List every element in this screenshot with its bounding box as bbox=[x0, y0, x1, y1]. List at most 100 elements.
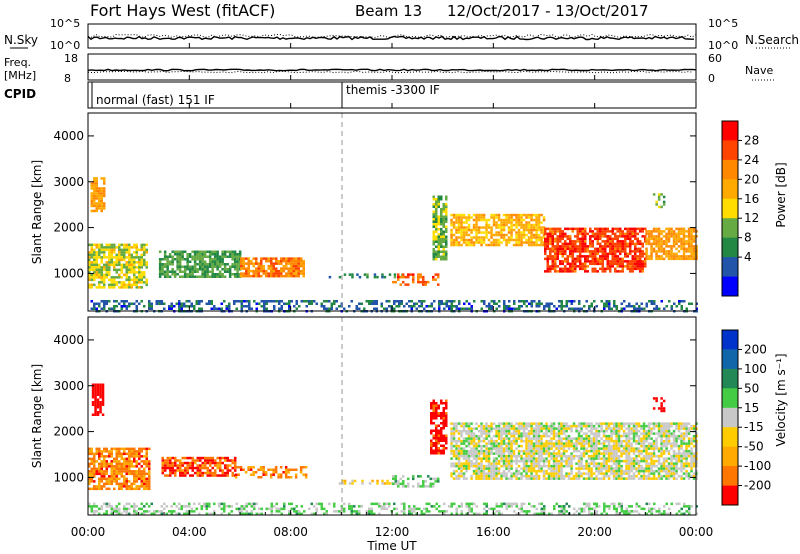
heatmap-cell bbox=[650, 300, 653, 303]
heatmap-cell bbox=[692, 227, 696, 231]
heatmap-cell bbox=[570, 444, 573, 448]
heatmap-cell bbox=[615, 429, 618, 433]
heatmap-cell bbox=[677, 235, 681, 238]
heatmap-cell bbox=[100, 286, 103, 289]
heatmap-cell bbox=[402, 475, 405, 478]
heatmap-cell bbox=[470, 474, 473, 478]
heatmap-cell bbox=[287, 262, 290, 265]
heatmap-cell bbox=[621, 260, 624, 263]
heatmap-cell bbox=[605, 302, 608, 305]
heatmap-cell bbox=[490, 429, 493, 433]
heatmap-cell bbox=[105, 455, 108, 458]
heatmap-cell bbox=[605, 434, 608, 438]
heatmap-cell bbox=[179, 466, 182, 470]
heatmap-cell bbox=[584, 245, 587, 248]
heatmap-cell bbox=[571, 265, 574, 268]
heatmap-cell bbox=[487, 447, 491, 450]
heatmap-cell bbox=[435, 218, 438, 221]
heatmap-cell bbox=[601, 260, 604, 263]
heatmap-cell bbox=[304, 466, 308, 469]
heatmap-cell bbox=[249, 468, 253, 471]
heatmap-cell bbox=[435, 203, 438, 206]
heatmap-cell bbox=[682, 250, 686, 253]
heatmap-cell bbox=[512, 238, 516, 242]
heatmap-cell bbox=[591, 232, 594, 236]
heatmap-cell bbox=[135, 480, 138, 483]
heatmap-cell bbox=[490, 236, 493, 239]
heatmap-cell bbox=[535, 243, 538, 247]
heatmap-cell bbox=[442, 437, 445, 440]
heatmap-cell bbox=[602, 477, 606, 480]
heatmap-cell bbox=[98, 465, 101, 468]
heatmap-cell bbox=[592, 444, 596, 448]
heatmap-cell bbox=[605, 305, 608, 308]
heatmap-cell bbox=[530, 452, 533, 455]
heatmap-cell bbox=[655, 245, 658, 248]
heatmap-cell bbox=[560, 302, 563, 305]
heatmap-cell bbox=[557, 444, 561, 448]
heatmap-cell bbox=[657, 255, 661, 258]
heatmap-cell bbox=[125, 268, 128, 272]
heatmap-cell bbox=[140, 266, 143, 269]
heatmap-cell bbox=[115, 467, 118, 471]
heatmap-cell bbox=[295, 267, 298, 270]
heatmap-cell bbox=[610, 469, 613, 473]
heatmap-cell bbox=[470, 449, 473, 453]
heatmap-cell bbox=[584, 262, 587, 266]
heatmap-cell bbox=[560, 300, 563, 303]
heatmap-cell bbox=[612, 462, 616, 465]
heatmap-cell bbox=[472, 447, 476, 450]
heatmap-cell bbox=[233, 258, 237, 261]
cpid-panel: CPID normal (fast) 151 IF themis -3300 I… bbox=[4, 81, 697, 109]
heatmap-cell bbox=[370, 302, 373, 305]
heatmap-cell bbox=[130, 246, 133, 249]
heatmap-cell bbox=[614, 250, 617, 253]
heatmap-cell bbox=[432, 278, 435, 281]
heatmap-cell bbox=[171, 260, 174, 263]
heatmap-cell bbox=[113, 305, 116, 308]
heatmap-cell bbox=[220, 302, 223, 305]
heatmap-cell bbox=[527, 241, 531, 244]
heatmap-cell bbox=[522, 429, 526, 433]
heatmap-cell bbox=[93, 266, 96, 269]
heatmap-cell bbox=[548, 307, 551, 310]
heatmap-cell bbox=[621, 232, 624, 236]
heatmap-cell bbox=[602, 429, 606, 433]
heatmap-cell bbox=[388, 300, 391, 303]
heatmap-cell bbox=[140, 472, 143, 476]
heatmap-cell bbox=[480, 424, 483, 428]
heatmap-cell bbox=[505, 454, 508, 458]
heatmap-cell bbox=[590, 472, 593, 475]
heatmap-cell bbox=[480, 457, 483, 460]
heatmap-cell bbox=[512, 474, 516, 478]
heatmap-cell bbox=[602, 462, 606, 465]
heatmap-cell bbox=[575, 449, 578, 453]
heatmap-cell bbox=[600, 469, 603, 473]
heatmap-cell bbox=[510, 427, 513, 430]
heatmap-cell bbox=[376, 479, 379, 483]
heatmap-cell bbox=[670, 230, 673, 233]
heatmap-cell bbox=[280, 272, 283, 275]
heatmap-cell bbox=[525, 464, 528, 468]
heatmap-cell bbox=[625, 452, 628, 455]
heatmap-cell bbox=[604, 240, 607, 243]
heatmap-cell bbox=[125, 305, 128, 308]
heatmap-cell bbox=[191, 461, 194, 465]
heatmap-cell bbox=[477, 439, 481, 443]
heatmap-cell bbox=[467, 429, 471, 433]
heatmap-cell bbox=[360, 302, 363, 305]
heatmap-cell bbox=[430, 429, 433, 432]
heatmap-cell bbox=[589, 237, 592, 241]
heatmap-cell bbox=[540, 454, 543, 458]
heatmap-cell bbox=[248, 302, 251, 305]
heatmap-cell bbox=[680, 307, 683, 310]
heatmap-cell bbox=[597, 469, 601, 473]
heatmap-cell bbox=[556, 230, 559, 233]
heatmap-cell bbox=[208, 258, 212, 261]
heatmap-cell bbox=[502, 464, 506, 468]
heatmap-cell bbox=[435, 439, 438, 442]
heatmap-cell bbox=[685, 255, 688, 258]
heatmap-cell bbox=[604, 255, 607, 258]
heatmap-cell bbox=[487, 243, 491, 247]
heatmap-cell bbox=[520, 236, 523, 239]
